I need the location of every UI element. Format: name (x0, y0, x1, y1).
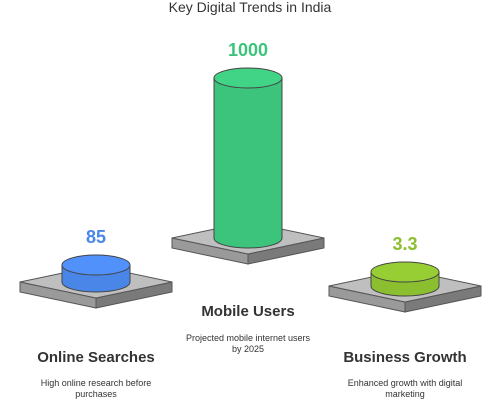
value-label: 3.3 (392, 234, 417, 254)
description-line: marketing (385, 389, 425, 399)
description-line: by 2025 (232, 344, 264, 354)
category-label: Online Searches (37, 349, 155, 366)
value-label: 85 (86, 227, 106, 247)
bar-group: 1000 Mobile Users Projected mobile interne… (171, 40, 325, 354)
bars: 85 Online Searches High online research be… (19, 40, 482, 399)
bar-top (61, 254, 131, 276)
bar-top (213, 67, 283, 89)
description-line: Projected mobile internet users (186, 333, 311, 343)
description-line: purchases (75, 389, 117, 399)
description-line: High online research before (41, 378, 152, 388)
value-label: 1000 (228, 40, 268, 60)
category-label: Business Growth (343, 349, 466, 366)
bar-top (370, 261, 440, 283)
bar (213, 77, 283, 249)
bar-group: 85 Online Searches High online research be… (19, 227, 173, 399)
bar-group: 3.3 Business Growth Enhanced growth with d… (328, 234, 482, 399)
chart-title: Key Digital Trends in India (169, 0, 332, 15)
category-label: Mobile Users (201, 303, 294, 320)
description-line: Enhanced growth with digital (348, 378, 463, 388)
